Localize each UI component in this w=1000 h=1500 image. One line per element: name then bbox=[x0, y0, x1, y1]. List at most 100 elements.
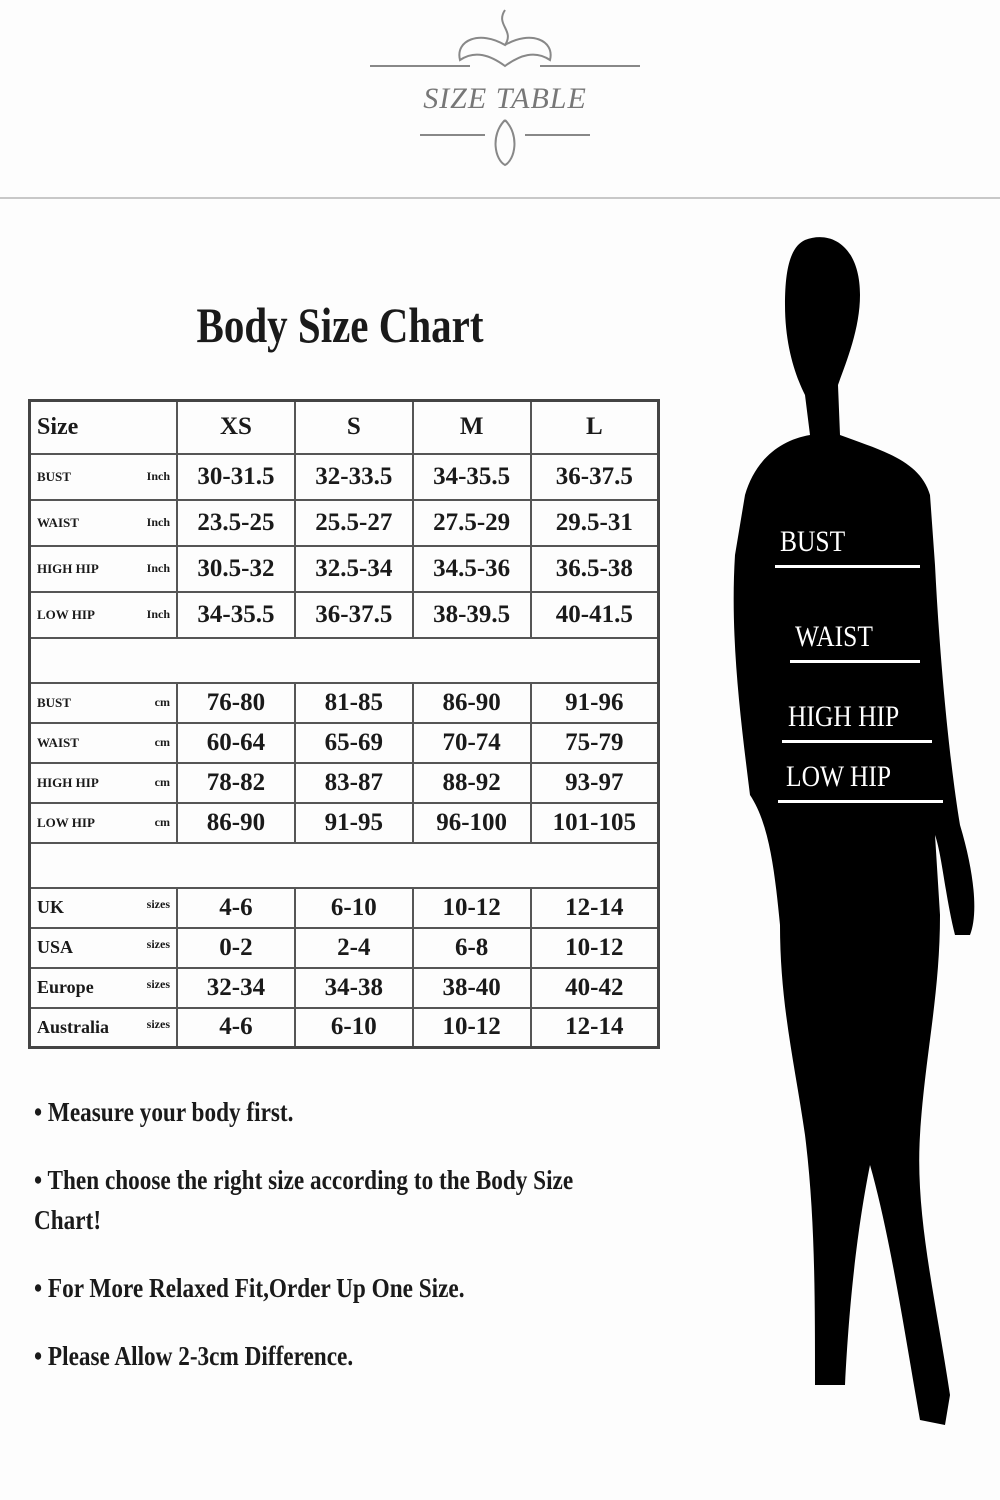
value-cell: 75-79 bbox=[529, 721, 660, 764]
value-cell: 60-64 bbox=[176, 721, 296, 764]
logo-text: SIZE TABLE bbox=[423, 82, 587, 115]
value-cell: 40-41.5 bbox=[529, 590, 660, 639]
value-cell: 88-92 bbox=[411, 761, 532, 804]
value-cell: 93-97 bbox=[529, 761, 660, 804]
row-unit: cm bbox=[154, 774, 170, 789]
row-unit: cm bbox=[154, 814, 170, 829]
header-cell: L bbox=[529, 399, 660, 455]
row-label: Europe bbox=[37, 977, 94, 997]
table-row: HIGH HIP Inch 30.5-32 32.5-34 34.5-36 36.5-38 bbox=[28, 544, 660, 593]
ornament-logo bbox=[370, 9, 640, 167]
value-cell: 38-39.5 bbox=[411, 590, 532, 639]
value-cell: 0-2 bbox=[176, 926, 296, 969]
value-cell: 91-95 bbox=[293, 801, 414, 844]
value-cell: 6-8 bbox=[411, 926, 532, 969]
body-silhouette: BUST WAIST HIGH HIP LOW HIP bbox=[720, 235, 1000, 1435]
note-item: • Please Allow 2-3cm Difference. bbox=[34, 1341, 354, 1371]
note-text: For More Relaxed Fit,Order Up One Size. bbox=[47, 1273, 465, 1303]
row-label: LOW HIP bbox=[37, 814, 95, 830]
value-cell: 86-90 bbox=[176, 801, 296, 844]
row-label-cell: HIGH HIP cm bbox=[28, 761, 178, 804]
header-cell: XS bbox=[176, 399, 296, 455]
row-label-cell: BUST Inch bbox=[28, 452, 178, 501]
inch-section: BUST Inch 30-31.5 32-33.5 34-35.5 36-37.5 WAIS… bbox=[28, 452, 660, 639]
value-cell: 29.5-31 bbox=[529, 498, 660, 547]
table-row: BUST cm 76-80 81-85 86-90 91-96 bbox=[28, 681, 660, 724]
bust-line bbox=[775, 565, 920, 568]
value-cell: 38-40 bbox=[411, 966, 532, 1009]
label-low-hip: LOW HIP bbox=[786, 760, 892, 793]
international-sizes-section: UK sizes 4-6 6-10 10-12 12-14 USA sizes 0-2 2-4 6-… bbox=[28, 886, 660, 1049]
value-cell: 40-42 bbox=[529, 966, 660, 1009]
value-cell: 34-35.5 bbox=[411, 452, 532, 501]
row-label-cell: BUST cm bbox=[28, 681, 178, 724]
value-cell: 34-35.5 bbox=[176, 590, 296, 639]
value-cell: 6-10 bbox=[293, 1006, 414, 1049]
note-item: • Then choose the right size according t… bbox=[34, 1165, 574, 1235]
value-cell: 25.5-27 bbox=[293, 498, 414, 547]
value-cell: 36-37.5 bbox=[293, 590, 414, 639]
row-unit: Inch bbox=[146, 468, 170, 483]
row-label: LOW HIP bbox=[37, 606, 95, 622]
value-cell: 70-74 bbox=[411, 721, 532, 764]
header-divider bbox=[0, 197, 1000, 199]
row-unit: sizes bbox=[146, 937, 170, 951]
row-label-cell: LOW HIP Inch bbox=[28, 590, 178, 639]
size-table: Size XS S M L BUST Inch 30-31.5 32-33.5 34-3… bbox=[28, 399, 660, 1049]
note-text: Then choose the right size according to … bbox=[34, 1165, 574, 1235]
value-cell: 30.5-32 bbox=[176, 544, 296, 593]
notes-list: • Measure your body first. • Then choose… bbox=[34, 1092, 584, 1404]
value-cell: 34-38 bbox=[293, 966, 414, 1009]
row-label-cell: Australia sizes bbox=[28, 1006, 178, 1049]
row-label-cell: LOW HIP cm bbox=[28, 801, 178, 844]
value-cell: 32-34 bbox=[176, 966, 296, 1009]
value-cell: 10-12 bbox=[411, 886, 532, 929]
table-row: UK sizes 4-6 6-10 10-12 12-14 bbox=[28, 886, 660, 929]
value-cell: 32.5-34 bbox=[293, 544, 414, 593]
row-label-cell: WAIST Inch bbox=[28, 498, 178, 547]
label-waist: WAIST bbox=[795, 620, 873, 653]
table-row: BUST Inch 30-31.5 32-33.5 34-35.5 36-37.5 bbox=[28, 452, 660, 501]
value-cell: 36.5-38 bbox=[529, 544, 660, 593]
row-label-cell: WAIST cm bbox=[28, 721, 178, 764]
row-unit: Inch bbox=[146, 560, 170, 575]
table-header-row: Size XS S M L bbox=[28, 399, 660, 455]
row-label-cell: UK sizes bbox=[28, 886, 178, 929]
row-label: WAIST bbox=[37, 514, 79, 530]
value-cell: 32-33.5 bbox=[293, 452, 414, 501]
value-cell: 6-10 bbox=[293, 886, 414, 929]
value-cell: 65-69 bbox=[293, 721, 414, 764]
waist-line bbox=[790, 660, 920, 663]
row-label: USA bbox=[37, 937, 74, 957]
row-label-cell: Europe sizes bbox=[28, 966, 178, 1009]
value-cell: 4-6 bbox=[176, 1006, 296, 1049]
table-row: Australia sizes 4-6 6-10 10-12 12-14 bbox=[28, 1006, 660, 1049]
label-high-hip: HIGH HIP bbox=[788, 700, 900, 733]
value-cell: 12-14 bbox=[529, 886, 660, 929]
silhouette-icon bbox=[733, 237, 975, 1425]
note-item: • For More Relaxed Fit,Order Up One Size… bbox=[34, 1273, 465, 1303]
row-unit: sizes bbox=[146, 977, 170, 991]
row-label: BUST bbox=[37, 468, 71, 484]
table-row: Europe sizes 32-34 34-38 38-40 40-42 bbox=[28, 966, 660, 1009]
spacer-row bbox=[28, 841, 660, 889]
value-cell: 4-6 bbox=[176, 886, 296, 929]
header-cell: Size bbox=[28, 399, 178, 455]
page-title: Body Size Chart bbox=[196, 297, 484, 353]
header-cell: S bbox=[293, 399, 414, 455]
high-hip-line bbox=[782, 740, 932, 743]
label-bust: BUST bbox=[780, 525, 846, 558]
header-cell: M bbox=[411, 399, 532, 455]
row-label-cell: HIGH HIP Inch bbox=[28, 544, 178, 593]
note-item: • Measure your body first. bbox=[34, 1097, 294, 1127]
row-unit: cm bbox=[154, 694, 170, 709]
value-cell: 12-14 bbox=[529, 1006, 660, 1049]
row-unit: sizes bbox=[146, 1016, 170, 1031]
row-unit: cm bbox=[154, 734, 170, 749]
value-cell: 101-105 bbox=[529, 801, 660, 844]
value-cell: 36-37.5 bbox=[529, 452, 660, 501]
note-text: Measure your body first. bbox=[47, 1097, 294, 1127]
row-label: BUST bbox=[37, 694, 71, 710]
value-cell: 34.5-36 bbox=[411, 544, 532, 593]
